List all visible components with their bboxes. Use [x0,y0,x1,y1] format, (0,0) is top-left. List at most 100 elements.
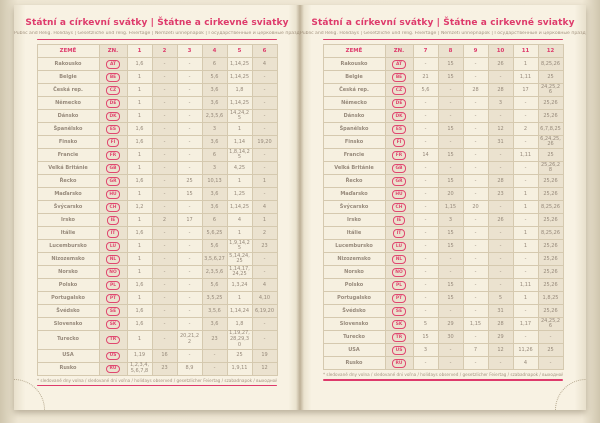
holiday-days-cell: - [176,57,203,72]
holiday-days-cell: - [151,57,178,72]
holiday-days-cell: 1 [126,265,153,280]
table-row: Velká Británie GB - - - - -25,26,28 [322,161,564,176]
table-row: Itálie IT -15- -1 8,25,26 [322,226,564,241]
holiday-days-cell: - [176,122,203,137]
country-code-cell: FR [384,148,414,163]
month-column-header: 6 [251,44,278,59]
holiday-days-cell: 12 [487,343,514,358]
holiday-days-cell: - [512,109,539,124]
holiday-days-cell: - [412,109,439,124]
country-code-cell: RU [384,356,414,371]
holiday-days-cell: 26 [487,213,514,228]
country-code-badge: DK [105,112,121,121]
holiday-days-cell: 5,6 [201,239,228,254]
holiday-days-cell: 15 [176,187,203,202]
holiday-days-cell: 1,8 [226,83,253,98]
code-column-header: ZN. [98,44,128,59]
holiday-days-cell: - [151,174,178,189]
country-code-cell: NO [384,265,414,280]
holiday-days-cell: - [412,265,439,280]
holiday-days-cell: - [412,291,439,306]
holiday-days-cell: 1,15 [437,200,464,215]
country-name: Turecko [36,330,100,350]
holiday-days-cell: 28 [487,83,514,98]
holiday-days-cell: 6,19,20 [251,304,278,319]
holiday-days-cell: - [151,70,178,85]
holiday-days-cell: 25 [537,70,564,85]
holiday-days-cell: - [437,252,464,267]
holiday-days-cell: - [462,96,489,111]
holiday-days-cell: 14 [412,148,439,163]
country-code-badge: GB [392,164,406,173]
table-row: Rusko RU 1,2,3,4,5,6,7,8 23 8,9-1,9,11 12 [36,361,278,376]
holiday-days-cell: - [437,265,464,280]
country-code-cell: ES [98,122,128,137]
holiday-days-cell: - [412,356,439,371]
holiday-days-cell: 5,6,25 [201,226,228,241]
holiday-days-cell: - [151,83,178,98]
holiday-days-cell: 1 [512,200,539,215]
holiday-days-cell: 1 [512,239,539,254]
holiday-days-cell: 8,9 [176,361,203,376]
table-row: Belgie BE 21 15- -1,11 25 [322,70,564,85]
holiday-days-cell: 3,6 [201,96,228,111]
holiday-days-cell: - [151,265,178,280]
country-code-badge: SK [106,320,120,329]
holiday-days-cell: - [176,96,203,111]
holiday-days-cell: 19 [251,348,278,363]
country-code-cell: NO [98,265,128,280]
holiday-days-cell: 1 [126,109,153,124]
holiday-days-cell: - [512,252,539,267]
country-code-cell: HU [98,187,128,202]
country-code-cell: SE [384,304,414,319]
table-row: Francie FR 1- -6 1,8,14,25- [36,148,278,163]
holiday-days-cell: - [487,70,514,85]
holiday-days-cell: 1,14,25 [226,70,253,85]
country-name: Lucembursko [322,239,386,254]
country-code-cell: DK [384,109,414,124]
holiday-days-cell: 31 [487,135,514,150]
country-code-badge: HU [105,190,121,199]
holiday-days-cell: 1 [126,83,153,98]
holiday-days-cell: 3,6 [201,317,228,332]
holiday-days-cell: 2 [251,226,278,241]
country-name: Nizozemsko [36,252,100,267]
holiday-days-cell: 1,8,25 [537,291,564,306]
country-code-cell: IE [384,213,414,228]
country-code-badge: US [106,351,120,360]
country-code-badge: SK [392,320,406,329]
table-row: Řecko GR -15-28-25,26 [322,174,564,189]
holiday-days-cell: 1,19 [126,348,153,363]
holiday-days-cell: 5,6 [201,278,228,293]
holiday-days-cell: 5,14,24,25 [226,252,253,267]
holiday-days-cell: - [462,291,489,306]
table-row: Irsko IE -3-26-25,26 [322,213,564,228]
holiday-days-cell: - [151,317,178,332]
country-code-cell: FI [98,135,128,150]
table-row: Německo DE - - -3-25,26 [322,96,564,111]
holiday-days-cell: 1 [251,174,278,189]
title-divider [37,39,277,41]
holiday-days-cell: 1 [512,291,539,306]
table-row: Řecko GR 1,6-25 10,13 1 1 [36,174,278,189]
holiday-days-cell: - [176,226,203,241]
country-name: Velká Británie [36,161,100,176]
holiday-days-cell: - [151,96,178,111]
holiday-days-cell: - [462,239,489,254]
holiday-days-cell: 1,3,24 [226,278,253,293]
holiday-days-cell: - [176,239,203,254]
holiday-days-cell: 4 [226,213,253,228]
right-page: Státní a církevní svátky | Štátne a cirk… [300,5,586,410]
country-code-badge: LU [106,242,120,251]
country-name: Rusko [36,361,100,376]
holiday-days-cell: 4,25 [226,161,253,176]
month-column-header: 11 [512,44,539,59]
country-name: USA [36,348,100,363]
table-row: Belgie BE 1- -5,6 1,14,25- [36,70,278,85]
country-name: Norsko [36,265,100,280]
table-row: Polsko PL -15- -1,11 25,26 [322,278,564,293]
country-name: Německo [36,96,100,111]
country-code-cell: SE [98,304,128,319]
table-row: Norsko NO 1- -2,3,5,6 1,14,17,24,25- [36,265,278,280]
country-code-badge: NO [105,268,121,277]
